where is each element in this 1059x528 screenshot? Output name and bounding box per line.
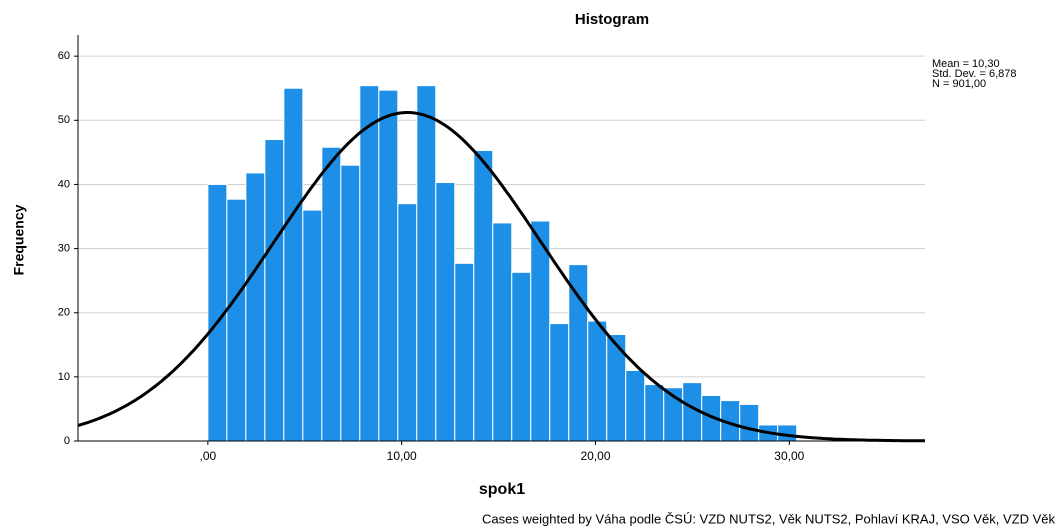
bar [226,198,247,442]
x-tick-label: 30,00 [774,449,804,463]
bar [492,222,513,442]
bar [568,264,589,442]
x-axis-label: spok1 [479,481,525,498]
bar [435,182,456,442]
bar [454,262,475,442]
stats-text: Mean = 10,30 [932,58,1000,70]
x-tick-label: ,00 [200,449,217,463]
y-axis-label: Frequency [11,204,27,275]
bar [245,172,266,442]
bar [739,403,760,442]
x-tick-label: 10,00 [387,449,417,463]
y-tick-label: 20 [58,307,70,319]
bar [283,87,304,442]
bar [397,203,418,442]
bar [549,323,570,442]
stats-text: Std. Dev. = 6,878 [932,68,1017,80]
y-tick-label: 40 [58,178,70,190]
chart-title: Histogram [575,11,649,28]
bar [587,320,608,442]
bar [473,149,494,442]
bar [302,209,323,442]
normal-curve [77,111,925,443]
bar [378,89,399,442]
y-tick-label: 10 [58,371,70,383]
y-tick-label: 30 [58,242,70,254]
x-tick-label: 20,00 [580,449,610,463]
bar [359,85,380,442]
bar [416,85,437,442]
stats-text: N = 901,00 [932,78,986,90]
y-tick-label: 0 [64,435,70,447]
bar [530,220,551,442]
y-tick-label: 60 [58,50,70,62]
bar [321,146,342,442]
bar [264,139,285,442]
y-tick-label: 50 [58,114,70,126]
bar [511,271,532,442]
bar [644,384,665,442]
bar [340,164,361,442]
footnote: Cases weighted by Váha podle ČSÚ: VZD NU… [482,511,1055,526]
bar [625,369,646,442]
